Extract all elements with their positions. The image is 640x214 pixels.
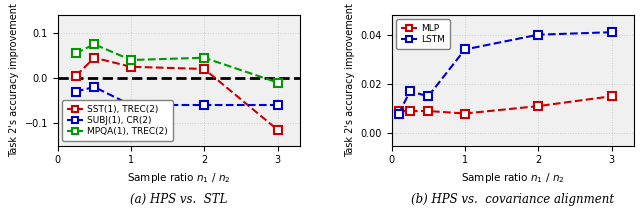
Line: MPQA(1), TREC(2): MPQA(1), TREC(2) <box>72 40 282 86</box>
X-axis label: Sample ratio $n_1$ / $n_2$: Sample ratio $n_1$ / $n_2$ <box>127 171 230 185</box>
LSTM <box>534 33 542 36</box>
MPQA(1), TREC(2) <box>200 56 208 59</box>
SUBJ(1), CR(2) <box>127 104 135 106</box>
Legend: MLP, LSTM: MLP, LSTM <box>396 19 450 49</box>
LSTM <box>608 31 616 34</box>
SUBJ(1), CR(2) <box>274 104 282 106</box>
Text: (b) HPS vs.  covariance alignment: (b) HPS vs. covariance alignment <box>411 193 614 205</box>
SST(1), TREC(2) <box>200 68 208 70</box>
MLP <box>406 110 413 112</box>
SST(1), TREC(2) <box>127 65 135 68</box>
SST(1), TREC(2) <box>72 74 80 77</box>
SST(1), TREC(2) <box>274 128 282 131</box>
LSTM <box>461 48 468 51</box>
MLP <box>534 105 542 107</box>
SUBJ(1), CR(2) <box>72 90 80 93</box>
Y-axis label: Task 2's accuracy improvement: Task 2's accuracy improvement <box>9 3 19 157</box>
Line: LSTM: LSTM <box>395 28 616 117</box>
MLP <box>608 95 616 98</box>
LSTM <box>395 112 403 115</box>
Line: SUBJ(1), CR(2): SUBJ(1), CR(2) <box>72 83 282 109</box>
MPQA(1), TREC(2) <box>274 81 282 84</box>
X-axis label: Sample ratio $n_1$ / $n_2$: Sample ratio $n_1$ / $n_2$ <box>461 171 564 185</box>
LSTM <box>424 95 432 98</box>
SUBJ(1), CR(2) <box>200 104 208 106</box>
SST(1), TREC(2) <box>90 56 98 59</box>
MLP <box>461 112 468 115</box>
MPQA(1), TREC(2) <box>90 43 98 46</box>
MLP <box>395 110 403 112</box>
MPQA(1), TREC(2) <box>72 52 80 55</box>
Line: MLP: MLP <box>395 92 616 117</box>
MPQA(1), TREC(2) <box>127 59 135 61</box>
Line: SST(1), TREC(2): SST(1), TREC(2) <box>72 54 282 134</box>
Text: (a) HPS vs.  STL: (a) HPS vs. STL <box>130 193 227 205</box>
LSTM <box>406 90 413 93</box>
MLP <box>424 110 432 112</box>
SUBJ(1), CR(2) <box>90 86 98 88</box>
Legend: SST(1), TREC(2), SUBJ(1), CR(2), MPQA(1), TREC(2): SST(1), TREC(2), SUBJ(1), CR(2), MPQA(1)… <box>62 100 173 141</box>
Y-axis label: Task 2's accuracy improvement: Task 2's accuracy improvement <box>345 3 355 157</box>
